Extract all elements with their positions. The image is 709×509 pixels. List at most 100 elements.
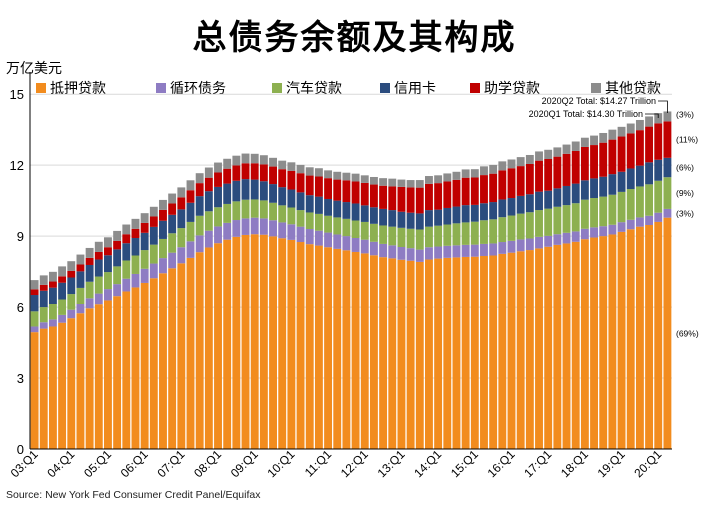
bar-segment-revolving (195, 235, 204, 253)
bar-segment-mortgage (269, 236, 277, 449)
bar-segment-revolving (58, 314, 67, 323)
bar-segment-revolving (232, 220, 241, 237)
bar-segment-mortgage (489, 255, 498, 449)
bar-segment-mortgage (186, 257, 195, 449)
bar-segment-auto (425, 226, 433, 248)
bar-segment-auto (296, 210, 305, 227)
bar-segment-revolving (140, 268, 149, 283)
bar-segment-mortgage (241, 234, 250, 449)
bar-segment-mortgage (94, 304, 103, 449)
bar-segment-revolving (562, 232, 571, 244)
bar-segment-mortgage (48, 326, 57, 449)
bar-segment-credit_card (580, 180, 589, 200)
bar-segment-credit_card (388, 210, 397, 227)
bar-segment-auto (590, 198, 598, 228)
bar-segment-auto (140, 250, 149, 269)
bar-segment-credit_card (452, 206, 461, 224)
bar-segment-credit_card (544, 190, 553, 209)
bar-segment-revolving (177, 247, 186, 264)
bar-segment-credit_card (159, 220, 167, 239)
bar-segment-credit_card (516, 195, 525, 214)
bar-segment-credit_card (351, 203, 360, 221)
bar-segment-revolving (39, 322, 48, 329)
bar-segment-mortgage (58, 322, 67, 449)
bar-segment-auto (214, 207, 222, 227)
y-tick-label: 9 (17, 229, 24, 244)
bar-segment-mortgage (296, 242, 305, 449)
bar-segment-student (580, 146, 589, 181)
bar-segment-credit_card (635, 165, 644, 187)
bar-segment-credit_card (223, 183, 232, 204)
bar-segment-credit_card (535, 191, 543, 211)
bar-segment-mortgage (223, 239, 232, 449)
bar-segment-mortgage (204, 247, 213, 449)
bar-segment-other (333, 171, 342, 180)
bar-segment-other (296, 164, 305, 174)
bar-segment-mortgage (287, 239, 296, 449)
bar-segment-mortgage (580, 239, 589, 449)
x-tick-label: 08:Q1 (191, 447, 224, 480)
bar-segment-student (489, 173, 498, 203)
bar-segment-mortgage (562, 243, 571, 449)
bar-segment-credit_card (241, 179, 250, 200)
share-label-auto: (9%) (676, 188, 694, 198)
bar-segment-student (443, 181, 452, 208)
bar-segment-credit_card (287, 189, 296, 208)
bar-segment-auto (195, 215, 204, 236)
bar-segment-credit_card (58, 282, 67, 300)
bar-segment-credit_card (571, 183, 580, 204)
bar-segment-mortgage (104, 300, 112, 449)
bar-segment-credit_card (140, 232, 149, 251)
bar-segment-other (379, 178, 388, 186)
bar-segment-credit_card (590, 178, 598, 199)
bar-segment-mortgage (617, 231, 626, 449)
bar-segment-mortgage (159, 273, 167, 449)
bar-segment-student (58, 276, 67, 283)
bar-segment-mortgage (250, 234, 259, 449)
bar-segment-auto (305, 212, 314, 230)
bar-segment-student (406, 187, 415, 213)
bar-segment-mortgage (397, 259, 406, 449)
bar-segment-other (452, 171, 461, 180)
bar-segment-mortgage (85, 308, 94, 449)
bar-segment-other (443, 173, 452, 182)
bar-segment-revolving (608, 224, 617, 235)
x-tick-label: 09:Q1 (228, 447, 261, 480)
bar-segment-auto (415, 229, 424, 250)
bar-segment-credit_card (30, 295, 39, 312)
bar-segment-auto (443, 224, 452, 246)
bar-segment-other (571, 141, 580, 151)
x-tick-label: 10:Q1 (264, 447, 297, 480)
bar-segment-revolving (480, 243, 488, 256)
bar-segment-auto (663, 177, 672, 209)
bar-segment-mortgage (278, 238, 287, 449)
bar-segment-mortgage (369, 255, 378, 449)
bar-segment-revolving (645, 215, 654, 225)
bar-segment-auto (149, 244, 158, 264)
bar-segment-revolving (296, 226, 305, 243)
legend-label-credit_card: 信用卡 (394, 81, 436, 97)
x-tick-label: 07:Q1 (154, 447, 187, 480)
bar-segment-student (645, 126, 654, 163)
x-tick-label: 12:Q1 (338, 447, 371, 480)
bar-segment-credit_card (76, 271, 85, 288)
bar-segment-mortgage (177, 263, 186, 449)
bar-segment-other (113, 230, 122, 241)
bar-segment-credit_card (608, 174, 617, 195)
bar-segment-revolving (324, 232, 333, 248)
bar-segment-other (269, 157, 277, 167)
bar-segment-student (85, 257, 94, 265)
bar-segment-auto (369, 223, 378, 242)
legend-label-auto: 汽车贷款 (286, 80, 342, 97)
bar-segment-mortgage (113, 296, 122, 449)
bar-segment-mortgage (415, 261, 424, 449)
bar-segment-other (195, 173, 204, 184)
bar-segment-auto (259, 200, 268, 219)
bar-segment-credit_card (525, 194, 534, 213)
bar-segment-other (525, 154, 534, 164)
bar-segment-auto (223, 203, 232, 223)
bar-segment-other (287, 162, 296, 171)
bar-segment-student (186, 190, 195, 203)
x-tick-label: 13:Q1 (375, 447, 408, 480)
y-tick-label: 0 (17, 442, 24, 457)
